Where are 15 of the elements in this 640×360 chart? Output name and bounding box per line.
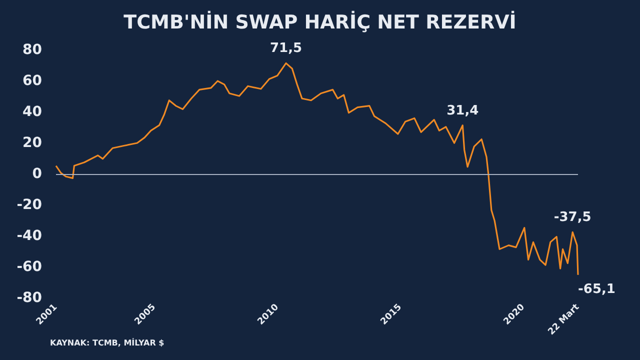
annotation: -65,1 (578, 282, 616, 297)
annotation: 31,4 (446, 103, 479, 118)
y-tick-label: 60 (22, 73, 42, 89)
chart-title: TCMB'NİN SWAP HARİÇ NET REZERVİ (124, 10, 516, 34)
annotation: -37,5 (554, 210, 592, 226)
y-tick-label: 20 (22, 135, 42, 151)
y-tick-label: 0 (32, 166, 42, 182)
annotation: 71,5 (270, 41, 302, 56)
y-tick-label: 80 (22, 42, 42, 58)
y-tick-label: -40 (16, 228, 42, 244)
y-tick-label: 40 (22, 104, 42, 120)
y-tick-label: -20 (16, 197, 42, 213)
y-tick-label: -80 (16, 290, 42, 306)
text: KAYNAK: TCMB, MİLYAR $ (50, 338, 165, 348)
y-tick-label: -60 (16, 259, 42, 275)
